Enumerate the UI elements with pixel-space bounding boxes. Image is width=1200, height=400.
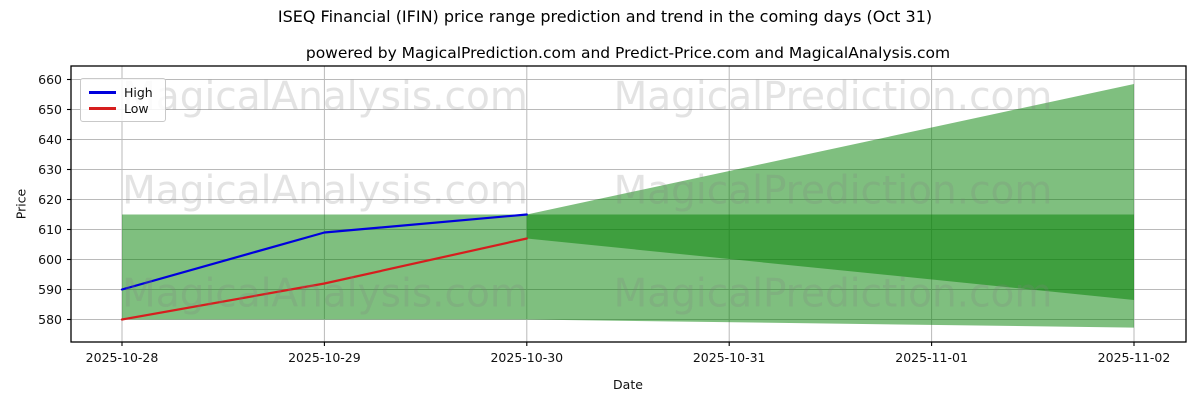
- y-tick-label: 590: [38, 282, 62, 297]
- y-tick-label: 580: [38, 312, 62, 327]
- legend-item-high: High: [89, 84, 157, 100]
- legend-label-low: Low: [124, 101, 149, 117]
- chart-title: ISEQ Financial (IFIN) price range predic…: [277, 7, 933, 26]
- x-axis-label: Date: [613, 377, 643, 392]
- low-line-swatch: [89, 107, 116, 111]
- y-tick-label: 620: [38, 192, 62, 207]
- y-tick-label: 650: [38, 102, 62, 117]
- x-tick-label: 2025-10-28: [85, 350, 159, 365]
- prediction-fan: [526, 84, 1134, 300]
- y-tick-label: 660: [38, 72, 62, 87]
- y-tick-label: 630: [38, 162, 62, 177]
- series-high-line: [120, 213, 528, 291]
- plot-border: [70, 65, 1187, 343]
- x-tick-label: 2025-10-31: [692, 350, 766, 365]
- watermark-text: MagicalAnalysis.com: [122, 271, 528, 317]
- x-tick-label: 2025-10-30: [490, 350, 564, 365]
- watermark-text: MagicalPrediction.com: [613, 74, 1053, 120]
- watermark-text: MagicalAnalysis.com: [122, 74, 528, 120]
- x-tick-label: 2025-11-01: [895, 350, 968, 365]
- legend-item-low: Low: [89, 101, 157, 117]
- x-tick-label: 2025-10-29: [288, 350, 361, 365]
- high-line-swatch: [89, 90, 116, 94]
- x-tick-label: 2025-11-02: [1097, 350, 1171, 365]
- series-low-line: [120, 237, 528, 321]
- watermark-text: MagicalAnalysis.com: [122, 168, 528, 214]
- legend-label-high: High: [124, 84, 153, 100]
- watermark-text: MagicalPrediction.com: [613, 168, 1053, 214]
- y-tick-label: 600: [38, 252, 62, 267]
- watermark-text: MagicalPrediction.com: [613, 271, 1053, 317]
- legend: High Low: [80, 78, 166, 122]
- y-tick-label: 610: [38, 222, 62, 237]
- y-tick-label: 640: [38, 132, 62, 147]
- chart-subtitle: powered by MagicalPrediction.com and Pre…: [305, 44, 951, 62]
- y-axis-label: Price: [13, 188, 29, 220]
